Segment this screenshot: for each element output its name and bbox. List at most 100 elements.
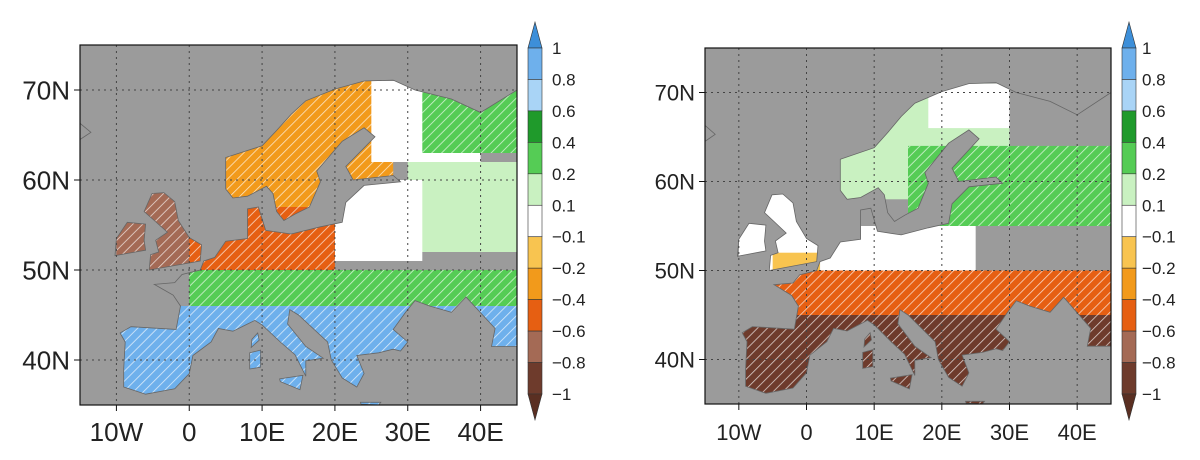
lat-tick-label: 50N bbox=[22, 255, 70, 285]
lon-tick-label: 20E bbox=[922, 420, 961, 445]
lon-tick-label: 30E bbox=[385, 417, 431, 447]
colorbar-label: −0.4 bbox=[1142, 291, 1176, 310]
coast-ireland bbox=[114, 221, 147, 257]
colorbar-label: 0.4 bbox=[552, 133, 576, 152]
colorbar-label: 1 bbox=[1142, 39, 1151, 58]
map-panel-left: 70N 60N 50N 40N 10W 0 10E 20E 30E 40E 1 0.8 0.6 0.4 0.… bbox=[22, 20, 586, 447]
colorbar-bin bbox=[1121, 110, 1137, 143]
map-left: 70N 60N 50N 40N 10W 0 10E 20E 30E 40E 1 0.8 0.6 0.4 0.… bbox=[22, 20, 586, 447]
colorbar-top-arrow bbox=[1121, 20, 1137, 49]
lat-tick-label: 40N bbox=[22, 345, 70, 375]
coastlines bbox=[705, 82, 1111, 404]
colorbar-bin bbox=[527, 110, 543, 143]
coast-ireland bbox=[737, 222, 767, 257]
colorbar-label: −0.4 bbox=[552, 291, 586, 310]
colorbar-bin bbox=[527, 299, 543, 332]
gridlines bbox=[80, 45, 517, 405]
coast-mainland-europe bbox=[741, 82, 1111, 394]
colorbar-label: −0.6 bbox=[552, 322, 586, 341]
colorbar-bin bbox=[1121, 204, 1137, 238]
coast-great-britain bbox=[143, 192, 203, 271]
map-right: 70N 60N 50N 40N 10W 0 10E 20E 30E 40E 1 0.8 0.6 0.4 0.… bbox=[655, 20, 1176, 445]
map-area bbox=[80, 45, 517, 405]
colorbar-bin bbox=[527, 79, 543, 112]
colorbar-label: −0.2 bbox=[1142, 259, 1176, 278]
colorbar-label: 0.6 bbox=[552, 102, 576, 121]
lon-tick-label: 0 bbox=[182, 417, 196, 447]
lat-tick-label: 60N bbox=[655, 169, 695, 194]
coast-corsica bbox=[863, 331, 872, 349]
coast-sicily bbox=[889, 374, 913, 390]
coast-crete bbox=[964, 400, 986, 404]
colorbar-bin bbox=[527, 204, 543, 238]
colorbar-label: −0.1 bbox=[1142, 228, 1176, 247]
gridlines bbox=[705, 48, 1111, 404]
colorbar-bin bbox=[527, 47, 543, 80]
lat-tick-label: 50N bbox=[655, 258, 695, 283]
colorbar-label: −0.1 bbox=[552, 228, 586, 247]
lon-tick-label: 10W bbox=[90, 417, 144, 447]
colorbar-bin bbox=[527, 362, 543, 395]
map-frame bbox=[704, 47, 1112, 405]
colorbar: 1 0.8 0.6 0.4 0.2 0.1 −0.1 −0.2 −0.4 −0.6 −0.8 −1 bbox=[527, 20, 586, 422]
lat-tick-label: 70N bbox=[22, 75, 70, 105]
colorbar-bottom-arrow bbox=[1121, 393, 1137, 422]
colorbar-label: 0.1 bbox=[1142, 196, 1166, 215]
colorbar-label: 0.8 bbox=[1142, 70, 1166, 89]
lon-tick-label: 10E bbox=[855, 420, 894, 445]
lat-tick-label: 60N bbox=[22, 165, 70, 195]
colorbar-label: 0.8 bbox=[552, 70, 576, 89]
colorbar-bin bbox=[527, 173, 543, 206]
map-area bbox=[705, 48, 1111, 404]
coast-mainland-europe bbox=[119, 79, 517, 395]
hatch-central-band bbox=[189, 270, 517, 306]
coast-iceland-edge bbox=[80, 122, 92, 146]
map-panel-right: 70N 60N 50N 40N 10W 0 10E 20E 30E 40E 1 0.8 0.6 0.4 0.… bbox=[600, 0, 1200, 460]
colorbar-bin bbox=[1121, 142, 1137, 175]
colorbar: 1 0.8 0.6 0.4 0.2 0.1 −0.1 −0.2 −0.4 −0.6 −0.8 −1 bbox=[1121, 20, 1176, 422]
colorbar-bin bbox=[527, 330, 543, 363]
coastlines bbox=[80, 79, 517, 405]
colorbar-label: −0.8 bbox=[1142, 354, 1176, 373]
colorbar-label: −0.8 bbox=[552, 354, 586, 373]
colorbar-label: −1 bbox=[1142, 385, 1161, 404]
lon-tick-label: 10W bbox=[716, 420, 761, 445]
colorbar-bin bbox=[1121, 173, 1137, 206]
lon-tick-label: 10E bbox=[239, 417, 285, 447]
colorbar-label: 1 bbox=[552, 39, 561, 58]
colorbar-label: −0.2 bbox=[552, 259, 586, 278]
coast-sicily bbox=[279, 374, 304, 391]
coast-great-britain bbox=[764, 193, 819, 271]
colorbar-label: 0.2 bbox=[1142, 165, 1166, 184]
lat-tick-label: 40N bbox=[655, 347, 695, 372]
colorbar-bin bbox=[1121, 362, 1137, 395]
coast-iceland-edge bbox=[705, 124, 716, 148]
lat-tick-label: 70N bbox=[655, 80, 695, 105]
coast-sardinia bbox=[862, 349, 874, 369]
colorbar-bin bbox=[1121, 47, 1137, 80]
map-frame bbox=[79, 44, 518, 406]
colorbar-bin bbox=[527, 267, 543, 300]
colorbar-bottom-arrow bbox=[527, 393, 543, 422]
coast-corsica bbox=[250, 332, 260, 349]
colorbar-bin bbox=[527, 142, 543, 175]
colorbar-label: 0.4 bbox=[1142, 133, 1166, 152]
coast-sardinia bbox=[249, 349, 262, 370]
colorbar-label: −0.6 bbox=[1142, 322, 1176, 341]
colorbar-bin bbox=[1121, 267, 1137, 300]
colorbar-bin bbox=[1121, 79, 1137, 112]
colorbar-label: −1 bbox=[552, 385, 571, 404]
colorbar-bin bbox=[527, 236, 543, 269]
colorbar-label: 0.6 bbox=[1142, 102, 1166, 121]
coast-crete bbox=[359, 401, 382, 405]
colorbar-label: 0.2 bbox=[552, 165, 576, 184]
colorbar-label: 0.1 bbox=[552, 196, 576, 215]
lon-tick-label: 40E bbox=[1058, 420, 1097, 445]
region-russia-north bbox=[407, 162, 517, 252]
lon-tick-label: 20E bbox=[312, 417, 358, 447]
lon-tick-label: 30E bbox=[990, 420, 1029, 445]
lon-tick-label: 40E bbox=[457, 417, 503, 447]
colorbar-top-arrow bbox=[527, 20, 543, 49]
lon-tick-label: 0 bbox=[800, 420, 812, 445]
colorbar-bin bbox=[1121, 330, 1137, 363]
